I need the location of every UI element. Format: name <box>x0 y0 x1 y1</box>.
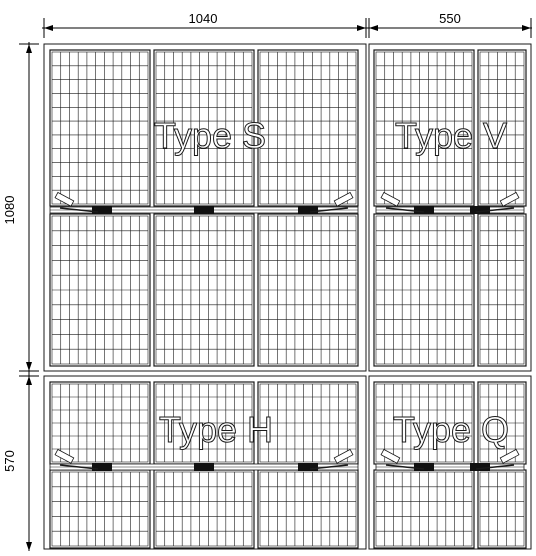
cell-grid <box>156 52 252 204</box>
junction-box <box>92 463 112 471</box>
panel-type-v <box>368 43 532 372</box>
cable-right <box>475 207 515 213</box>
connector-left <box>380 191 401 207</box>
connector-left <box>54 191 75 207</box>
cable-right <box>309 464 349 470</box>
cell-grid <box>52 216 148 364</box>
connector-right <box>499 448 520 464</box>
cell-grid <box>376 472 472 546</box>
panel-type-s <box>43 43 367 372</box>
cell-grid <box>376 216 472 364</box>
cell-grid <box>480 216 524 364</box>
panel-label-type-v: Type V <box>395 115 507 156</box>
cable-left <box>385 207 425 213</box>
cell-grid <box>260 216 356 364</box>
cell-grid <box>156 384 252 462</box>
module-inner-frame <box>479 471 525 547</box>
junction-box <box>298 206 318 214</box>
connector-right <box>499 191 520 207</box>
junction-box <box>414 463 434 471</box>
junction-box <box>470 206 490 214</box>
cable-right <box>475 464 515 470</box>
cable-right <box>309 207 349 213</box>
connector-left <box>380 448 401 464</box>
module-inner-frame <box>259 51 357 205</box>
panel-type-q <box>368 375 532 550</box>
connector-right <box>333 191 354 207</box>
dimension-arrowheads <box>26 25 531 551</box>
cell-grid <box>52 52 148 204</box>
cable-left <box>59 464 99 470</box>
module-inner-frame <box>51 471 149 547</box>
panel-outer-frame <box>43 375 367 550</box>
junction-box <box>194 463 214 471</box>
cell-grid <box>480 472 524 546</box>
junction-box <box>470 463 490 471</box>
junction-box <box>298 463 318 471</box>
dimension-height-large: 1080 <box>2 196 17 225</box>
connector-left <box>54 448 75 464</box>
cable-left <box>385 464 425 470</box>
cell-grid <box>52 384 148 462</box>
cable-left <box>59 207 99 213</box>
dimension-width-small: 550 <box>439 11 461 26</box>
panel-label-type-q: Type Q <box>393 409 509 450</box>
cell-grid <box>260 472 356 546</box>
cell-grid <box>376 52 472 204</box>
module-inner-frame <box>51 51 149 205</box>
panel-label-type-h: Type H <box>159 409 273 450</box>
module-inner-frame <box>375 51 473 205</box>
cell-grid <box>376 384 472 462</box>
cell-grid <box>52 472 148 546</box>
junction-box <box>194 206 214 214</box>
cell-grid <box>260 52 356 204</box>
cell-grid <box>480 52 524 204</box>
module-inner-frame <box>375 471 473 547</box>
cell-grid <box>480 384 524 462</box>
cell-grid <box>156 216 252 364</box>
module-inner-frame <box>155 51 253 205</box>
module-frame <box>477 49 527 207</box>
panels-layer <box>43 43 532 550</box>
panel-label-type-s: Type S <box>154 115 266 156</box>
dimension-height-small: 570 <box>2 450 17 472</box>
module-frame <box>477 213 527 367</box>
module-inner-frame <box>259 471 357 547</box>
dimension-width-large: 1040 <box>189 11 218 26</box>
module-inner-frame <box>155 471 253 547</box>
cell-grid <box>260 384 356 462</box>
junction-box <box>414 206 434 214</box>
cell-grid <box>156 472 252 546</box>
junction-box <box>92 206 112 214</box>
connector-right <box>333 448 354 464</box>
panel-type-h <box>43 375 367 550</box>
